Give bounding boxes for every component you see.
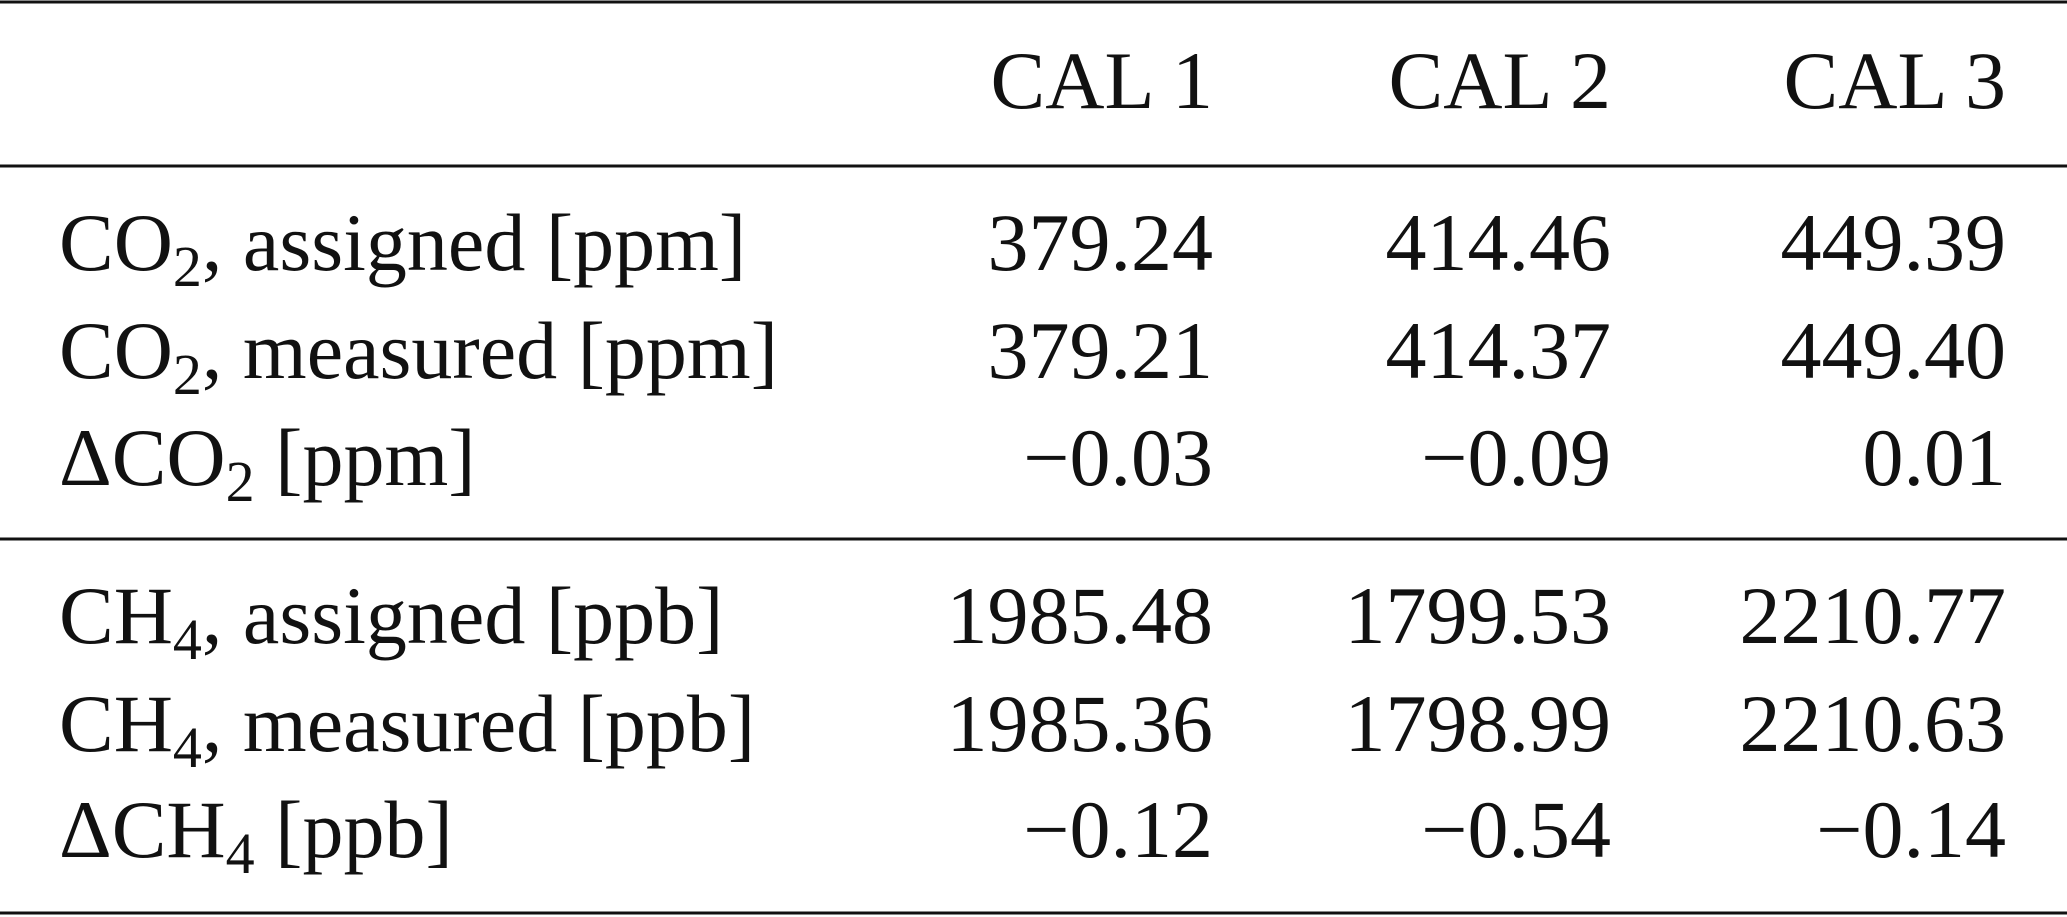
label-text: , assigned [ppm] — [202, 197, 746, 288]
row-label: CH4, assigned [ppb] — [59, 570, 723, 672]
cell: −0.14 — [1816, 784, 2006, 875]
label-text: , measured [ppm] — [202, 305, 778, 396]
row-label: ΔCO2 [ppm] — [59, 412, 476, 514]
cell: 414.46 — [1386, 197, 1612, 288]
subscript: 4 — [173, 607, 202, 672]
label-text: CO — [59, 197, 173, 288]
cell: 414.37 — [1386, 305, 1612, 396]
row-label: CO2, measured [ppm] — [59, 305, 778, 407]
cell: 1799.53 — [1345, 570, 1612, 661]
column-header: CAL 2 — [1389, 35, 1611, 126]
subscript: 4 — [173, 715, 202, 780]
cell: 2210.77 — [1740, 570, 2007, 661]
label-text: CO — [59, 305, 173, 396]
cell: 2210.63 — [1740, 678, 2007, 769]
subscript: 2 — [226, 449, 255, 514]
row-label: CO2, assigned [ppm] — [59, 197, 746, 299]
cell: 1985.48 — [947, 570, 1214, 661]
cell: −0.12 — [1023, 784, 1213, 875]
cell: 449.40 — [1781, 305, 2007, 396]
row-label: CH4, measured [ppb] — [59, 678, 755, 780]
label-text: ΔCH — [59, 784, 226, 875]
label-text: CH — [59, 570, 173, 661]
cell: 379.21 — [988, 305, 1214, 396]
column-header: CAL 3 — [1784, 35, 2006, 126]
subscript: 2 — [173, 342, 202, 407]
label-text: ΔCO — [59, 412, 226, 503]
label-text: [ppb] — [255, 784, 453, 875]
cell: 449.39 — [1781, 197, 2007, 288]
label-text: , assigned [ppb] — [202, 570, 724, 661]
cell: 1985.36 — [947, 678, 1214, 769]
cell: 1798.99 — [1345, 678, 1612, 769]
row-label: ΔCH4 [ppb] — [59, 784, 453, 886]
column-header: CAL 1 — [991, 35, 1213, 126]
cell: −0.09 — [1421, 412, 1611, 503]
subscript: 2 — [173, 234, 202, 299]
label-text: [ppm] — [255, 412, 476, 503]
subscript: 4 — [226, 821, 255, 886]
label-text: CH — [59, 678, 173, 769]
cell: 0.01 — [1863, 412, 2007, 503]
cell: 379.24 — [988, 197, 1214, 288]
cell: −0.03 — [1023, 412, 1213, 503]
cell: −0.54 — [1421, 784, 1611, 875]
label-text: , measured [ppb] — [202, 678, 755, 769]
